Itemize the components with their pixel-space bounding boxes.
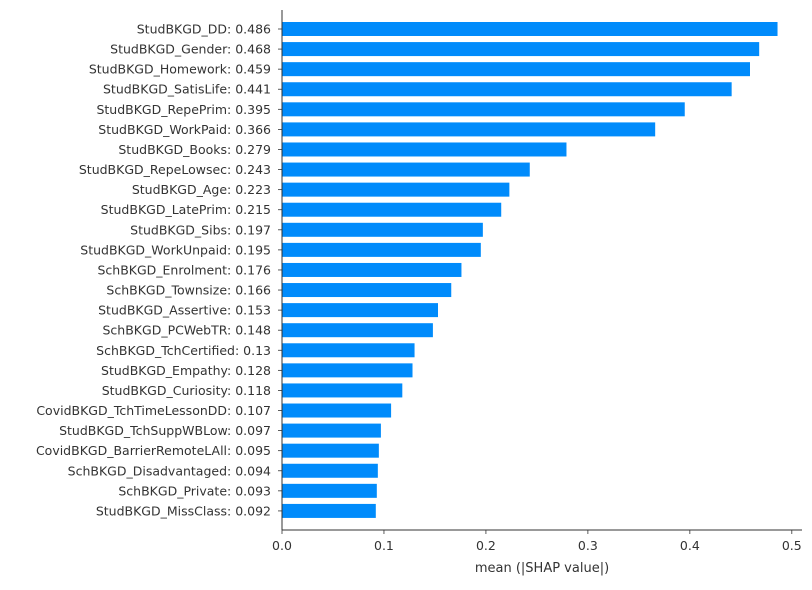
category-label: StudBKGD_MissClass: 0.092	[96, 503, 271, 518]
bar	[282, 122, 656, 137]
category-label: StudBKGD_Sibs: 0.197	[130, 222, 271, 237]
category-label: StudBKGD_Gender: 0.468	[110, 42, 271, 57]
bar	[282, 363, 413, 378]
x-tick-label: 0.5	[782, 538, 802, 553]
category-label: StudBKGD_LatePrim: 0.215	[101, 202, 271, 217]
category-labels: StudBKGD_DD: 0.486 StudBKGD_Gender: 0.468…	[36, 22, 282, 518]
category-label: StudBKGD_Assertive: 0.153	[98, 303, 271, 318]
x-tick-label: 0.2	[476, 538, 496, 553]
category-label: SchBKGD_PCWebTR: 0.148	[103, 323, 272, 338]
category-label: StudBKGD_RepeLowsec: 0.243	[79, 162, 271, 177]
bar	[282, 443, 379, 458]
bar	[282, 42, 760, 57]
bar	[282, 403, 392, 418]
bar	[282, 62, 750, 77]
bar	[282, 82, 732, 97]
bar	[282, 202, 502, 217]
bars-layer	[282, 22, 778, 518]
category-label: StudBKGD_WorkUnpaid: 0.195	[80, 242, 271, 257]
category-label: StudBKGD_Empathy: 0.128	[101, 363, 271, 378]
category-label: SchBKGD_TchCertified: 0.13	[96, 343, 271, 358]
category-label: SchBKGD_Enrolment: 0.176	[97, 262, 271, 277]
category-label: StudBKGD_WorkPaid: 0.366	[98, 122, 271, 137]
bar	[282, 303, 438, 318]
bar	[282, 22, 778, 36]
category-label: StudBKGD_Books: 0.279	[118, 142, 271, 157]
category-label: SchBKGD_Townsize: 0.166	[106, 283, 271, 298]
x-axis-ticks: 0.0 0.1 0.2 0.3 0.4 0.5	[272, 530, 802, 553]
bar	[282, 483, 377, 498]
category-label: StudBKGD_Age: 0.223	[132, 182, 271, 197]
bar	[282, 423, 381, 438]
x-tick-label: 0.4	[680, 538, 700, 553]
category-label: SchBKGD_Private: 0.093	[118, 483, 271, 498]
bar	[282, 383, 403, 398]
category-label: StudBKGD_DD: 0.486	[137, 22, 271, 37]
bar	[282, 503, 376, 518]
bar	[282, 463, 378, 478]
bar	[282, 323, 433, 338]
category-label: CovidBKGD_TchTimeLessonDD: 0.107	[36, 403, 271, 418]
category-label: StudBKGD_TchSuppWBLow: 0.097	[59, 423, 271, 438]
bar	[282, 162, 530, 177]
bar	[282, 262, 462, 277]
category-label: StudBKGD_Homework: 0.459	[89, 62, 271, 77]
bar	[282, 102, 685, 117]
category-label: StudBKGD_SatisLife: 0.441	[103, 82, 271, 97]
category-label: StudBKGD_Curiosity: 0.118	[102, 383, 271, 398]
bar	[282, 142, 567, 157]
category-label: CovidBKGD_BarrierRemoteLAll: 0.095	[36, 443, 271, 458]
bar	[282, 242, 481, 257]
category-label: SchBKGD_Disadvantaged: 0.094	[68, 463, 271, 478]
bar	[282, 283, 452, 298]
x-tick-label: 0.3	[578, 538, 598, 553]
bar	[282, 343, 415, 358]
x-tick-label: 0.1	[374, 538, 394, 553]
x-axis-title: mean (|SHAP value|)	[475, 561, 609, 576]
category-label: StudBKGD_RepePrim: 0.395	[96, 102, 271, 117]
bar	[282, 222, 483, 237]
bar	[282, 182, 510, 197]
x-tick-label: 0.0	[272, 538, 292, 553]
